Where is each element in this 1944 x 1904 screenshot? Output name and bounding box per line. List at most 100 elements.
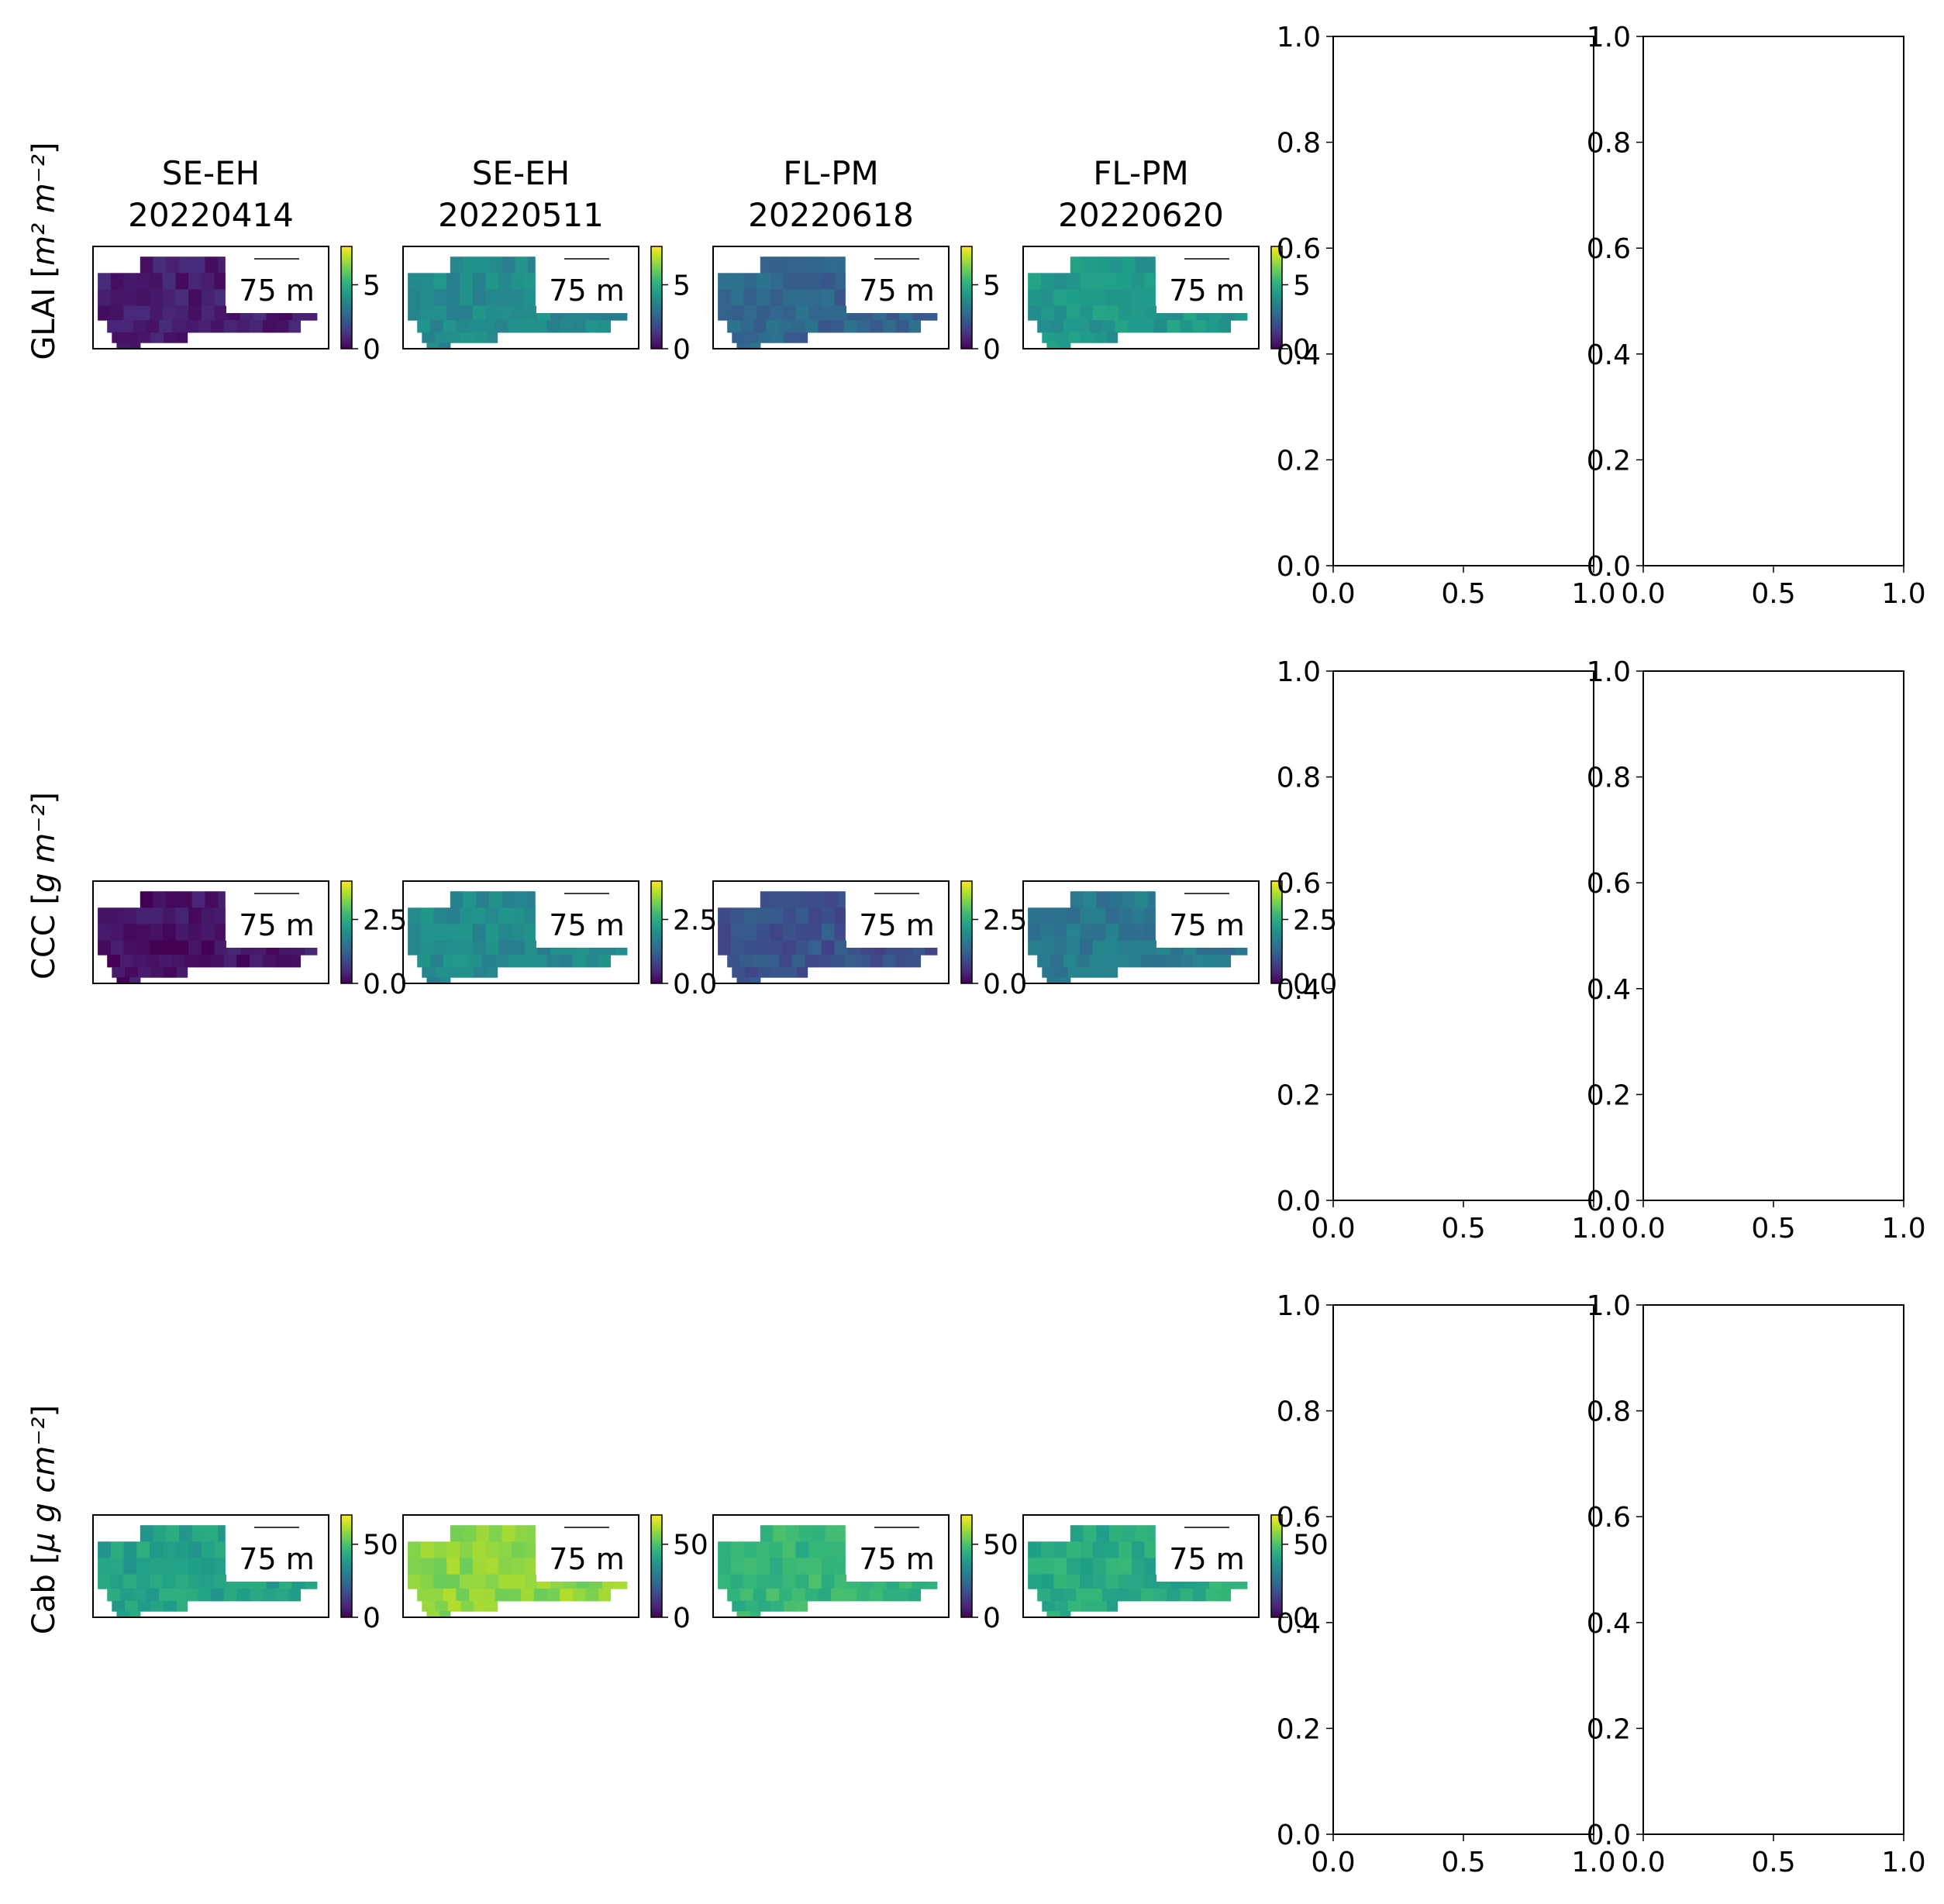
heatmap-cell: [446, 1541, 460, 1558]
heatmap-cell: [1040, 907, 1055, 924]
heatmap-cell: [1105, 940, 1119, 955]
heatmap-cell: [727, 320, 741, 333]
heatmap-cell: [1106, 966, 1118, 978]
heatmap-cell: [214, 940, 228, 955]
heatmap-cell: [188, 1574, 202, 1589]
heatmap-cell: [745, 332, 759, 343]
heatmap-cell: [808, 305, 822, 321]
heatmap-cell: [433, 924, 447, 942]
heatmap-cell: [1028, 1541, 1042, 1558]
y-tick-label: 0.8: [1277, 128, 1321, 160]
heatmap-panel: SE-EH 20220511 75 m 0 5: [402, 154, 691, 366]
heatmap-cell: [546, 320, 560, 333]
heatmap-cell: [1040, 940, 1055, 955]
x-tick-label: 0.5: [1441, 1847, 1485, 1878]
heatmap-cell: [179, 257, 193, 274]
heatmap-cell: [508, 320, 522, 333]
heatmap-cell: [743, 924, 757, 942]
heatmap-cell: [498, 273, 512, 290]
heatmap-cell: [133, 955, 146, 968]
heatmap-cell: [598, 1589, 612, 1602]
heatmap-cell: [153, 891, 167, 908]
heatmap-cell: [1094, 1600, 1108, 1612]
heatmap-cell: [773, 257, 787, 274]
heatmap-cell: [146, 955, 160, 968]
heatmap-cell: [420, 305, 435, 321]
colorbar-tick-label: 50: [983, 1530, 1019, 1561]
scale-bar-label: 75 m: [1169, 274, 1244, 308]
heatmap-cell: [1141, 320, 1155, 333]
heatmap-cell: [120, 955, 134, 968]
heatmap-cell: [150, 940, 164, 955]
heatmap-cell: [1076, 320, 1090, 333]
heatmap-cell: [175, 1541, 189, 1558]
colorbar: [650, 880, 663, 984]
heatmap-cell: [481, 955, 496, 968]
heatmap-cell: [446, 940, 460, 955]
heatmap-cell: [472, 1574, 486, 1589]
heatmap-cell: [1141, 1589, 1155, 1602]
heatmap-cell: [150, 1574, 164, 1589]
heatmap-cell: [426, 343, 440, 349]
empty-axes: 0.0 0.5 1.0 0.0 0.2 0.4 0.6 0.8 1.0: [1277, 22, 1616, 610]
heatmap-cell: [524, 924, 536, 942]
heatmap-cell: [1122, 1525, 1136, 1542]
panel-frame: [1022, 880, 1260, 984]
heatmap-cell: [812, 1525, 826, 1542]
heatmap-cell: [430, 955, 444, 968]
heatmap-cell: [782, 924, 796, 942]
row-ylabel: CCC [g m⁻²]: [26, 792, 62, 980]
heatmap-cell: [1083, 891, 1097, 908]
scale-bar-label: 75 m: [239, 274, 314, 308]
y-tick-label: 0.0: [1277, 551, 1321, 583]
heatmap-cell: [1081, 332, 1094, 343]
heatmap-cell: [757, 332, 772, 343]
y-tick-label: 0.6: [1277, 868, 1321, 900]
heatmap-cell: [443, 955, 457, 968]
heatmap-cell: [175, 273, 189, 290]
heatmap-cell: [727, 1589, 741, 1602]
heatmap-cell: [1053, 907, 1067, 924]
heatmap-cell: [136, 924, 150, 942]
heatmap-cell: [446, 289, 460, 307]
heatmap-cell: [791, 1589, 806, 1602]
panel-frame: [92, 880, 329, 984]
heatmap-cell: [433, 907, 447, 924]
heatmap-cell: [162, 924, 176, 942]
column-title-site: FL-PM: [1093, 154, 1189, 192]
heatmap-cell: [201, 1574, 215, 1589]
heatmap-cell: [489, 257, 503, 274]
heatmap-cell: [430, 1589, 444, 1602]
heatmap-cell: [435, 332, 449, 343]
heatmap-cell: [450, 1525, 464, 1542]
heatmap-cell: [485, 1558, 499, 1575]
heatmap-cell: [474, 966, 488, 978]
heatmap-cell: [1115, 320, 1129, 333]
heatmap-cell: [1144, 1574, 1158, 1589]
heatmap-cell: [250, 320, 264, 333]
heatmap-cell: [433, 305, 447, 321]
heatmap-cell: [718, 924, 732, 942]
heatmap-cell: [162, 1574, 176, 1589]
y-tick-label: 0.6: [1587, 233, 1631, 265]
heatmap-cell: [1131, 305, 1146, 321]
heatmap-cell: [834, 305, 848, 321]
heatmap-panel: 75 m 0.0 2.5: [402, 880, 717, 1000]
heatmap-cell: [223, 955, 237, 968]
heatmap-cell: [408, 1541, 422, 1558]
scale-bar-label: 75 m: [859, 274, 934, 308]
heatmap-cell: [857, 320, 870, 333]
heatmap-cell: [1153, 955, 1167, 968]
y-tick-label: 0.2: [1587, 1079, 1631, 1111]
ylabel-close: ]: [26, 142, 62, 154]
heatmap-cell: [1053, 1574, 1067, 1589]
heatmap-cell: [732, 1600, 746, 1612]
heatmap-cell: [137, 1600, 152, 1612]
heatmap-cell: [730, 940, 745, 955]
heatmap-cell: [175, 907, 189, 924]
y-tick-label: 0.8: [1587, 128, 1631, 160]
heatmap-cell: [782, 289, 796, 307]
heatmap-cell: [201, 289, 215, 307]
heatmap-cell: [572, 955, 587, 968]
y-tick-label: 1.0: [1587, 656, 1631, 688]
